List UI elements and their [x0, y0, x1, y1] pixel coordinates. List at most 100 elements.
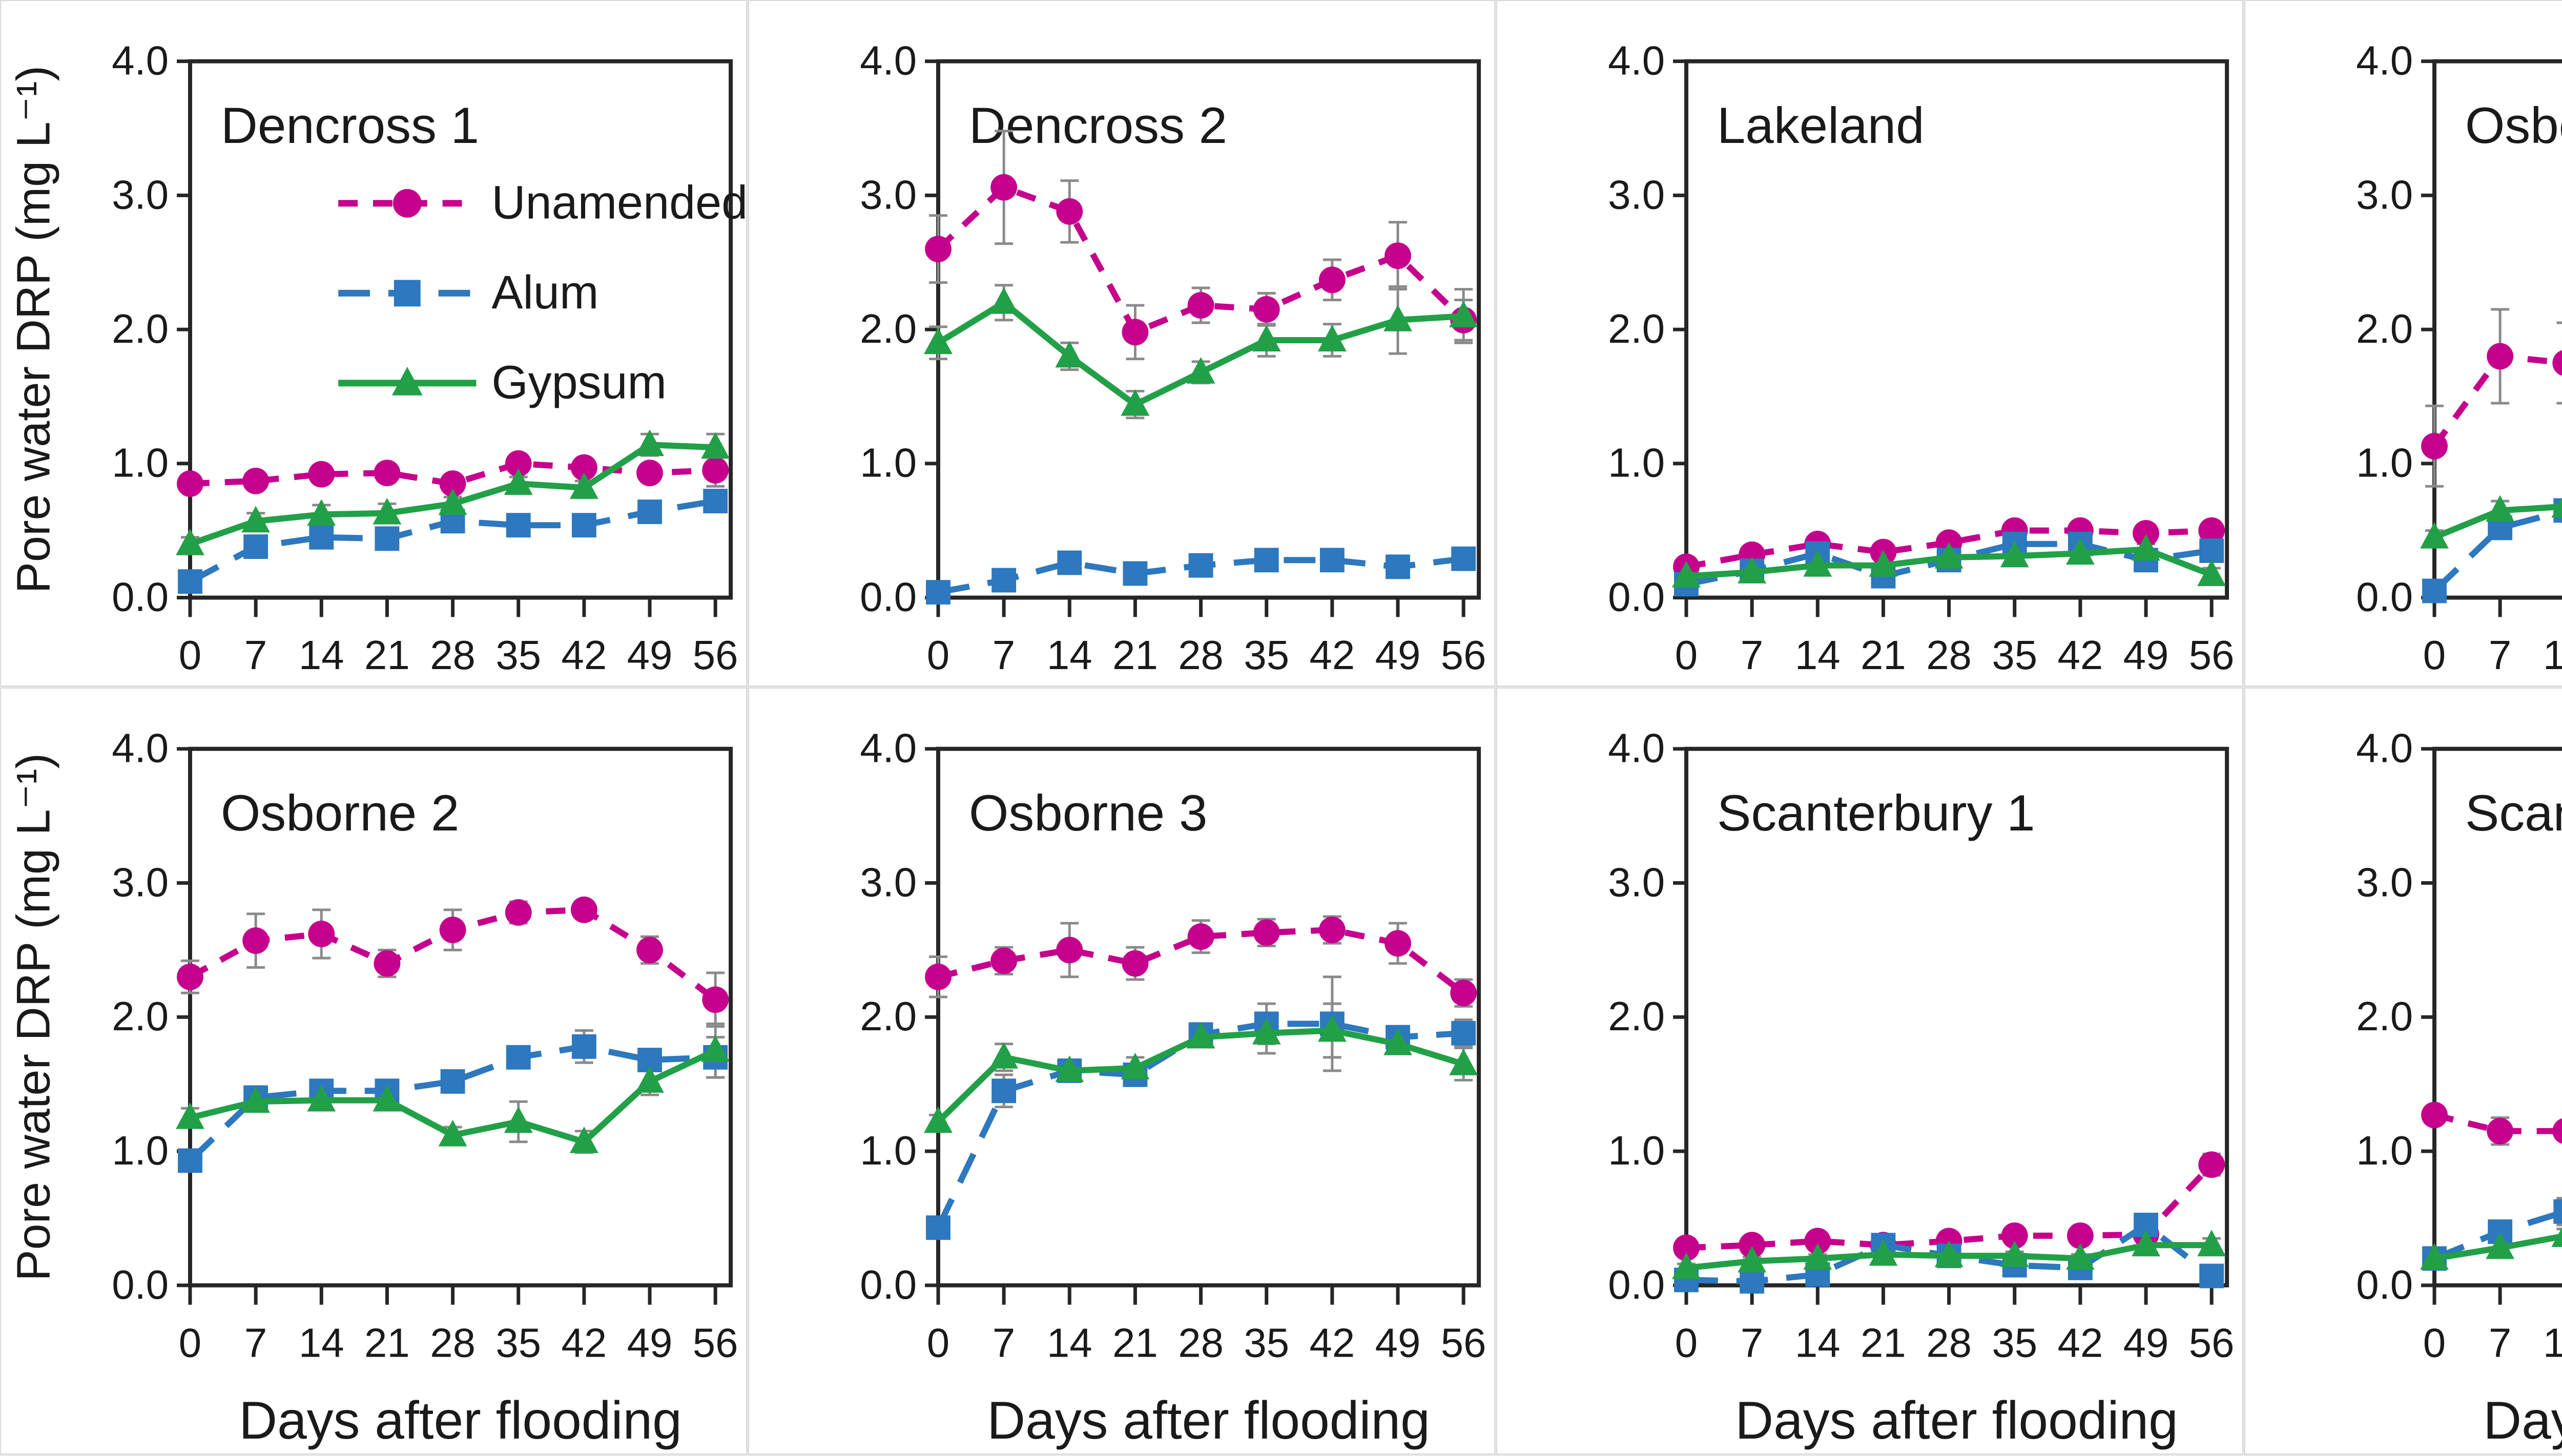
legend-label-alum: Alum	[491, 266, 598, 319]
x-tick-label: 7	[1741, 632, 1763, 678]
chart-scanterbury-2: 0.01.02.03.04.00714212835424956Scanterbu…	[2356, 725, 2562, 1450]
x-tick-label: 21	[1112, 1320, 1158, 1366]
legend-square-marker	[394, 280, 421, 307]
y-tick-label: 0.0	[2356, 1262, 2413, 1307]
legend-label-unamended: Unamended	[491, 177, 746, 229]
x-tick-label: 14	[2543, 1320, 2562, 1366]
x-tick-label: 0	[927, 632, 949, 678]
chart-osborne-3: 0.0 1.0 2.0 3.0 4.0 0 7 14 21 28 35 42 49 56 Osborne 3…	[860, 725, 1486, 1450]
x-tick-label: 7	[993, 632, 1015, 678]
series-alum-errorbars	[929, 975, 1473, 1236]
x-tick-label: 21	[364, 632, 410, 678]
x-tick-label: 35	[495, 632, 541, 678]
x-tick-label: 14	[299, 1320, 344, 1366]
legend-label-gypsum: Gypsum	[491, 357, 667, 409]
x-tick-label: 14	[2543, 632, 2562, 678]
x-tick-label: 7	[244, 1320, 267, 1366]
series-alum-line	[188, 1043, 716, 1163]
y-tick-label: 2.0	[2356, 993, 2413, 1039]
y-tick-label: 1.0	[2356, 1128, 2413, 1173]
chart-lakeland: 0.0 1.0 2.0 3.0 4.0 0 7 14 21 28 35 42 49 56 Lakeland	[1608, 38, 2235, 678]
series-alum-markers	[178, 489, 728, 594]
series-unamended-line	[936, 183, 1466, 336]
series-gypsum-markers	[1672, 534, 2226, 588]
x-tick-label: 56	[2189, 632, 2235, 678]
series-unamended-line	[190, 460, 716, 487]
series-unamended-line	[1686, 1162, 2214, 1251]
panel-title: Osborne 1	[2465, 97, 2562, 154]
series-gypsum-line	[2434, 1233, 2562, 1262]
panel-dencross-2: 0.0 1.0 2.0 3.0 4.0 0 7 14 21 28 35 42 49 56 Dencross …	[748, 0, 1495, 687]
y-tick-label: 0.0	[1608, 574, 1665, 619]
chart-scanterbury-1: 0.0 1.0 2.0 3.0 4.0 0 7 14 21 28 35 42 49 56 Scanterbu…	[1608, 725, 2235, 1450]
x-tick-label: 35	[1992, 632, 2037, 678]
y-tick-label: 2.0	[112, 993, 169, 1039]
y-tick-label: 1.0	[112, 440, 169, 486]
panel-title: Scanterbury 1	[1717, 785, 2035, 842]
x-tick-label: 56	[2189, 1320, 2235, 1366]
series-unamended-errorbars	[2425, 308, 2562, 488]
x-tick-label: 49	[1375, 632, 1421, 678]
x-tick-label: 0	[1675, 1320, 1698, 1366]
x-tick-label: 21	[364, 1320, 410, 1366]
x-tick-label: 7	[244, 632, 267, 678]
y-tick-label: 3.0	[1608, 172, 1665, 217]
y-tick-label: 2.0	[860, 306, 917, 351]
series-gypsum-line	[2433, 503, 2562, 540]
x-tick-label: 0	[179, 1320, 201, 1366]
y-axis-label: Pore water DRP (mg L⁻¹)	[8, 66, 60, 593]
x-tick-label: 0	[2423, 1320, 2446, 1366]
panel-title: Osborne 3	[969, 785, 1208, 842]
x-axis-label: Days after flooding	[987, 1390, 1430, 1450]
x-tick-label: 35	[1244, 1320, 1289, 1366]
panel-title: Osborne 2	[221, 785, 460, 842]
x-axis-label: Days after flooding	[239, 1390, 682, 1450]
x-tick-label: 42	[2058, 1320, 2103, 1366]
legend-triangle-marker	[391, 366, 423, 396]
series-unamended-markers	[177, 450, 729, 497]
x-tick-label: 28	[1926, 1320, 1972, 1366]
y-tick-label: 3.0	[860, 859, 917, 905]
x-tick-label: 42	[561, 632, 607, 678]
x-tick-label: 0	[1675, 632, 1698, 678]
y-tick-label: 2.0	[112, 306, 169, 351]
y-tick-label: 3.0	[2356, 859, 2413, 905]
series-unamended-markers	[177, 896, 729, 1013]
panel-dencross-1: 0.0 1.0 2.0 3.0 4.0 0 7 14 21 28 35 42 49 56 Dencross …	[0, 0, 747, 687]
x-tick-label: 7	[2489, 632, 2511, 678]
x-tick-label: 21	[1112, 632, 1158, 678]
x-tick-label: 56	[693, 632, 738, 678]
x-tick-label: 49	[2123, 1320, 2169, 1366]
x-tick-label: 28	[430, 632, 476, 678]
x-tick-label: 28	[430, 1320, 476, 1366]
y-tick-label: 4.0	[1608, 725, 1665, 771]
y-tick-label: 4.0	[860, 38, 917, 84]
x-tick-label: 28	[1178, 1320, 1224, 1366]
y-tick-label: 2.0	[1608, 993, 1665, 1039]
x-tick-label: 28	[1178, 632, 1224, 678]
x-tick-label: 42	[1310, 1320, 1355, 1366]
y-tick-label: 1.0	[1608, 1128, 1665, 1173]
legend: Unamended Alum Gypsum	[338, 177, 746, 409]
y-tick-label: 1.0	[860, 440, 917, 486]
x-tick-label: 35	[495, 1320, 541, 1366]
panel-title: Dencross 2	[969, 97, 1227, 154]
y-tick-label: 4.0	[2356, 725, 2413, 771]
x-axis-label: Days after flooding	[2483, 1390, 2562, 1450]
series-gypsum-markers	[176, 1035, 730, 1153]
y-tick-label: 3.0	[860, 172, 917, 217]
x-tick-label: 42	[2057, 632, 2103, 678]
series-gypsum-markers	[924, 287, 1478, 416]
y-tick-label: 4.0	[1608, 38, 1665, 84]
x-tick-label: 35	[1244, 632, 1289, 678]
series-gypsum-markers	[924, 1015, 1478, 1133]
chart-dencross-2: 0.0 1.0 2.0 3.0 4.0 0 7 14 21 28 35 42 49 56 Dencross …	[860, 38, 1486, 678]
y-tick-label: 3.0	[112, 172, 169, 217]
panel-scanterbury-2: 0.01.02.03.04.00714212835424956Scanterbu…	[2244, 688, 2562, 1454]
y-tick-label: 1.0	[2356, 440, 2413, 486]
series-unamended-markers	[2421, 1101, 2562, 1145]
x-tick-label: 56	[693, 1320, 738, 1366]
panel-osborne-2: 0.0 1.0 2.0 3.0 4.0 0 7 14 21 28 35 42 49 56 Osborne 2…	[0, 688, 747, 1454]
